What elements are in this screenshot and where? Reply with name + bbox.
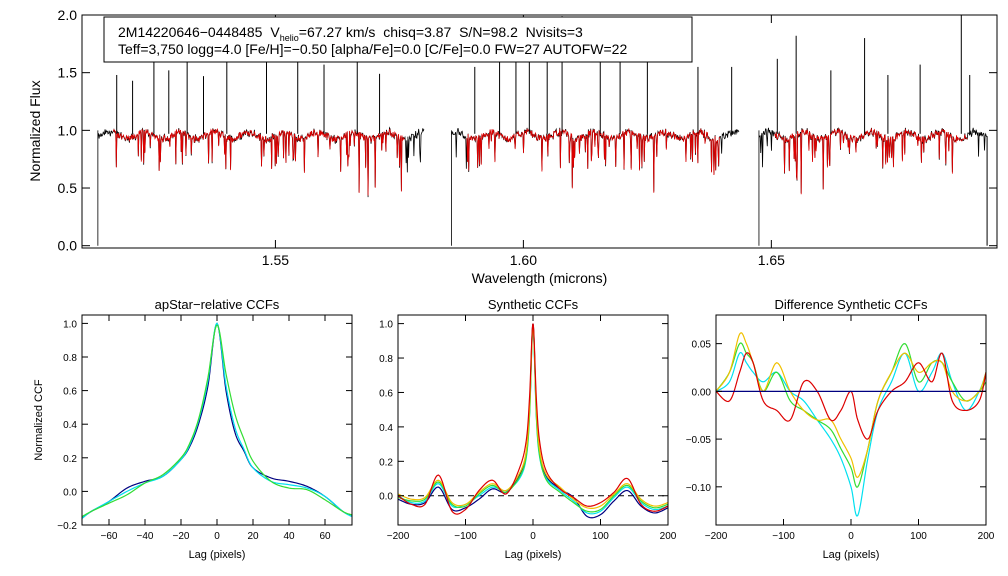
spectrum-info-box: 2M14220646−0448485 Vhelio=67.27 km/s chis… xyxy=(103,16,693,63)
difference-ccf-title: Difference Synthetic CCFs xyxy=(775,297,928,312)
y-tick-label: 0.05 xyxy=(692,340,712,351)
synthetic-ccf-panel: −200 −100 0 100 200 0.0 0.2 0.4 0.6 0.8 1.0 Synthe… xyxy=(379,297,677,561)
y-tick-label: 1.5 xyxy=(58,65,78,81)
info-vhelio-sub: helio xyxy=(280,33,299,43)
x-tick-label: −40 xyxy=(137,531,154,542)
model-spectrum-chip-2 xyxy=(466,127,720,193)
x-tick-label: 0 xyxy=(848,531,854,542)
difference-ccf-panel: −200 −100 0 100 200 −0.10 −0.05 0.00 0.05 Differ… xyxy=(686,297,995,561)
x-tick-label: −20 xyxy=(173,531,190,542)
info-line-2: Teff=3,750 logg=4.0 [Fe/H]=−0.50 [alpha/… xyxy=(118,41,627,57)
x-tick-label: −200 xyxy=(387,531,410,542)
y-tick-label: 2.0 xyxy=(58,7,78,23)
model-spectrum-chip-3 xyxy=(774,127,968,195)
y-tick-label: 0.4 xyxy=(63,420,77,431)
apstar-ccf-panel: −60 −40 −20 0 20 40 60 −0.2 0.0 0.2 0.4 0.6 0.8 1.0 a… xyxy=(33,297,353,561)
apstar-ccf-y-axis-label: Normalized CCF xyxy=(33,379,45,461)
x-tick-label: 20 xyxy=(247,531,259,542)
synthetic_ccf-series-5 xyxy=(397,323,669,515)
y-tick-label: 0.6 xyxy=(63,387,77,398)
y-tick-label: −0.10 xyxy=(686,483,712,494)
difference-ccf-x-axis-label: Lag (pixels) xyxy=(823,549,880,561)
synthetic-ccf-ticks xyxy=(397,315,669,525)
apstar-ccf-x-axis-label: Lag (pixels) xyxy=(189,549,246,561)
info-line-1: 2M14220646−0448485 Vhelio=67.27 km/s chis… xyxy=(118,24,583,43)
apstar-ccf-tick-labels: −60 −40 −20 0 20 40 60 −0.2 0.0 0.2 0.4 0.6 0.8 1.0 xyxy=(57,319,331,542)
y-tick-label: 0.00 xyxy=(692,387,712,398)
x-tick-label: 100 xyxy=(592,531,609,542)
spectrum-tick-labels: 1.55 1.60 1.65 0.0 0.5 1.0 1.5 2.0 xyxy=(58,7,786,268)
synthetic-ccf-title: Synthetic CCFs xyxy=(488,297,579,312)
y-tick-label: 0.8 xyxy=(379,354,393,365)
x-tick-label: −100 xyxy=(772,531,795,542)
x-tick-label: 0 xyxy=(530,531,536,542)
x-tick-label: 60 xyxy=(319,531,331,542)
spectrum-panel: 1.55 1.60 1.65 0.0 0.5 1.0 1.5 2.0 Wavelength (… xyxy=(27,7,998,286)
synthetic-ccf-series xyxy=(397,323,669,519)
y-tick-label: 0.2 xyxy=(379,457,393,468)
y-tick-label: 1.0 xyxy=(63,319,77,330)
apstar-ccf-series xyxy=(81,322,353,519)
spectrum-y-axis-label: Normalized Flux xyxy=(27,80,43,181)
model-spectrum-chip-1 xyxy=(112,127,405,196)
x-tick-label: 1.55 xyxy=(262,252,289,268)
y-tick-label: 0.6 xyxy=(379,388,393,399)
info-vhelio-rest: =67.27 km/s chisq=3.87 S/N=98.2 Nvisits=… xyxy=(299,24,583,40)
apstar_ccf-series-3 xyxy=(81,324,353,518)
info-star-id: 2M14220646−0448485 xyxy=(118,24,263,40)
x-tick-label: 200 xyxy=(978,531,995,542)
y-tick-label: 0.0 xyxy=(58,238,78,254)
synthetic-ccf-tick-labels: −200 −100 0 100 200 0.0 0.2 0.4 0.6 0.8 1.0 xyxy=(379,320,677,542)
x-tick-label: −100 xyxy=(454,531,477,542)
synthetic-ccf-x-axis-label: Lag (pixels) xyxy=(505,549,562,561)
x-tick-label: 100 xyxy=(910,531,927,542)
y-tick-label: 0.5 xyxy=(58,180,78,196)
y-tick-label: 0.2 xyxy=(63,454,77,465)
info-box-frame xyxy=(103,16,693,63)
x-tick-label: 200 xyxy=(660,531,677,542)
y-tick-label: −0.05 xyxy=(686,435,712,446)
y-tick-label: 1.0 xyxy=(58,122,78,138)
y-tick-label: −0.2 xyxy=(57,521,77,532)
x-tick-label: 40 xyxy=(283,531,295,542)
x-tick-label: −60 xyxy=(101,531,118,542)
x-tick-label: −200 xyxy=(705,531,728,542)
y-tick-label: 1.0 xyxy=(379,320,393,331)
x-tick-label: 1.60 xyxy=(510,252,537,268)
difference-ccf-ticks xyxy=(715,315,987,525)
x-tick-label: 1.65 xyxy=(758,252,785,268)
y-tick-label: 0.0 xyxy=(63,487,77,498)
y-tick-label: 0.8 xyxy=(63,353,77,364)
y-tick-label: 0.4 xyxy=(379,423,393,434)
apstar-ccf-title: apStar−relative CCFs xyxy=(155,297,280,312)
spectrum-x-axis-label: Wavelength (microns) xyxy=(472,270,608,286)
spectrum-frame xyxy=(81,14,998,249)
apstar-ccf-ticks xyxy=(82,315,352,526)
apstar_ccf-series-2 xyxy=(81,322,353,519)
y-tick-label: 0.0 xyxy=(379,492,393,503)
x-tick-label: 0 xyxy=(214,531,220,542)
info-vhelio-prefix: V xyxy=(270,24,280,40)
difference-ccf-tick-labels: −200 −100 0 100 200 −0.10 −0.05 0.00 0.05 xyxy=(686,340,995,542)
